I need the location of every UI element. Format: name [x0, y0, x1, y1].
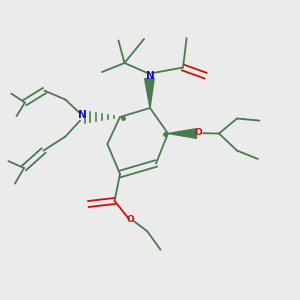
Polygon shape: [145, 79, 154, 108]
Text: N: N: [146, 71, 154, 81]
Text: N: N: [78, 110, 87, 121]
Polygon shape: [168, 129, 197, 138]
Text: O: O: [194, 128, 202, 137]
Text: O: O: [127, 214, 134, 224]
